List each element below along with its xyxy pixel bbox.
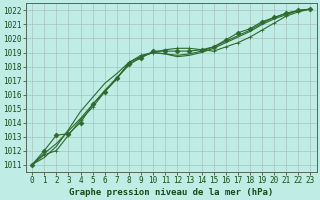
X-axis label: Graphe pression niveau de la mer (hPa): Graphe pression niveau de la mer (hPa) [69, 188, 274, 197]
